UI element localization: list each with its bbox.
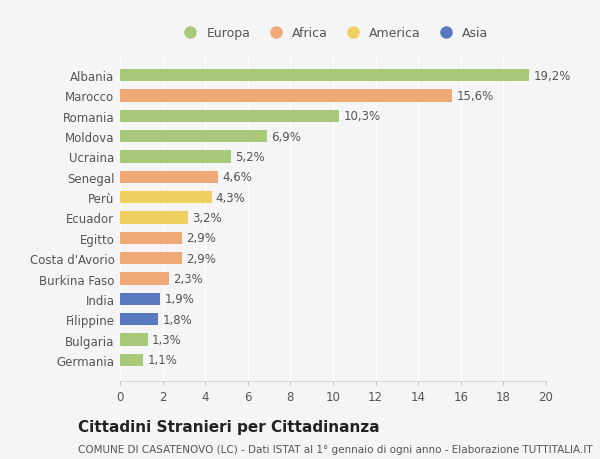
Text: 15,6%: 15,6%	[457, 90, 494, 103]
Text: Cittadini Stranieri per Cittadinanza: Cittadini Stranieri per Cittadinanza	[78, 419, 380, 434]
Text: 2,3%: 2,3%	[173, 272, 203, 285]
Bar	[120, 252, 182, 265]
Text: 10,3%: 10,3%	[344, 110, 381, 123]
Legend: Europa, Africa, America, Asia: Europa, Africa, America, Asia	[173, 22, 493, 45]
Bar	[120, 70, 529, 82]
Text: 2,9%: 2,9%	[186, 232, 216, 245]
Bar	[120, 151, 231, 163]
Text: 4,6%: 4,6%	[222, 171, 252, 184]
Bar	[120, 334, 148, 346]
Bar	[120, 293, 160, 305]
Bar	[120, 90, 452, 102]
Text: 19,2%: 19,2%	[533, 69, 571, 83]
Text: 1,8%: 1,8%	[163, 313, 193, 326]
Bar	[120, 111, 340, 123]
Text: 2,9%: 2,9%	[186, 252, 216, 265]
Bar	[120, 212, 188, 224]
Bar	[120, 171, 218, 184]
Text: 6,9%: 6,9%	[271, 130, 301, 143]
Text: 5,2%: 5,2%	[235, 151, 265, 164]
Bar	[120, 131, 267, 143]
Bar	[120, 192, 212, 204]
Text: COMUNE DI CASATENOVO (LC) - Dati ISTAT al 1° gennaio di ogni anno - Elaborazione: COMUNE DI CASATENOVO (LC) - Dati ISTAT a…	[78, 444, 593, 454]
Text: 1,9%: 1,9%	[165, 293, 194, 306]
Bar	[120, 232, 182, 244]
Text: 1,1%: 1,1%	[148, 353, 178, 367]
Bar	[120, 273, 169, 285]
Text: 1,3%: 1,3%	[152, 333, 182, 346]
Text: 4,3%: 4,3%	[216, 191, 245, 204]
Text: 3,2%: 3,2%	[193, 212, 222, 224]
Bar	[120, 313, 158, 325]
Bar	[120, 354, 143, 366]
